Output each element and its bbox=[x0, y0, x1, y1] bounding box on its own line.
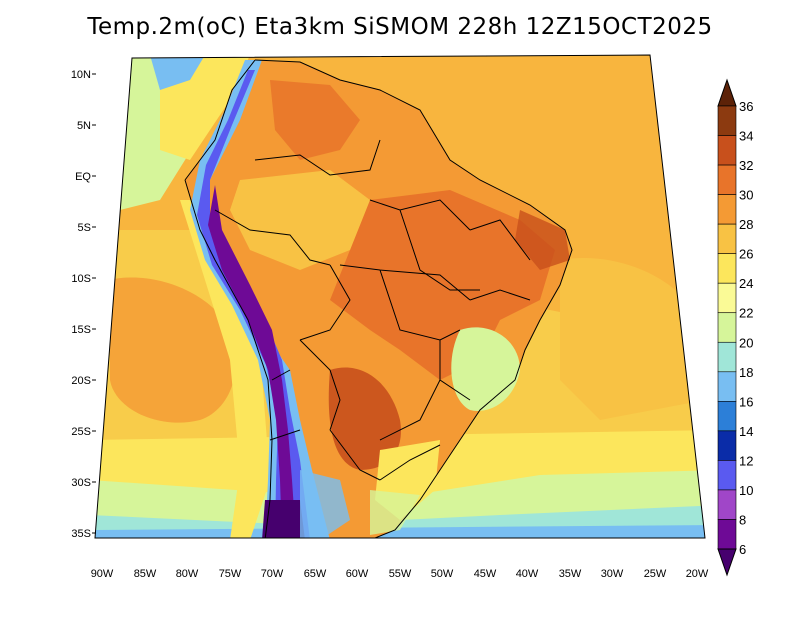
colorbar-label: 26 bbox=[739, 247, 753, 262]
lon-label: 90W bbox=[91, 568, 114, 580]
colorbar-label: 20 bbox=[739, 335, 753, 350]
colorbar-swatch bbox=[717, 105, 737, 136]
colorbar-label: 22 bbox=[739, 306, 753, 321]
colorbar-label: 36 bbox=[739, 99, 753, 114]
lat-label: 25S bbox=[71, 426, 91, 438]
lon-label: 40W bbox=[516, 568, 539, 580]
latitude-axis: 10N 5N EQ 5S 10S 15S 20S 25S 30S 35S bbox=[71, 69, 96, 540]
lat-label: 10N bbox=[71, 69, 91, 81]
lon-label: 65W bbox=[304, 568, 327, 580]
lon-label: 50W bbox=[431, 568, 454, 580]
colorbar-swatch bbox=[717, 489, 737, 520]
colorbar-swatch bbox=[717, 135, 737, 166]
paraguay-hot-zone bbox=[328, 367, 401, 470]
lon-label: 35W bbox=[559, 568, 582, 580]
colorbar-swatch bbox=[717, 194, 737, 225]
map-title: Temp.2m(oC) Eta3km SiSMOM 228h 12Z15OCT2… bbox=[87, 14, 713, 40]
colorbar-swatch bbox=[717, 519, 737, 550]
lat-label: 10S bbox=[71, 273, 91, 285]
colorbar-swatch bbox=[717, 371, 737, 402]
patagonia-deep-cold bbox=[262, 500, 305, 538]
colorbar-label: 28 bbox=[739, 217, 753, 232]
colorbar-swatch bbox=[717, 430, 737, 461]
colorbar-swatch bbox=[717, 223, 737, 254]
lon-label: 45W bbox=[474, 568, 497, 580]
northeast-hot-zone bbox=[515, 210, 570, 270]
colorbar-label: 30 bbox=[739, 188, 753, 203]
colorbar-swatch bbox=[717, 460, 737, 491]
colorbar: 36 34 32 30 28 26 24 22 20 18 16 14 12 10 8 6 bbox=[717, 78, 753, 577]
colorbar-label: 12 bbox=[739, 453, 753, 468]
atlantic-warm-band bbox=[560, 258, 705, 420]
country-borders bbox=[184, 59, 573, 538]
colorbar-bottom-arrow bbox=[717, 548, 737, 577]
lon-label: 75W bbox=[219, 568, 242, 580]
colorbar-swatch bbox=[717, 341, 737, 373]
lon-label: 60W bbox=[346, 568, 369, 580]
uruguay-cool bbox=[370, 490, 420, 535]
lon-label: 85W bbox=[134, 568, 157, 580]
colorbar-swatch bbox=[717, 253, 737, 284]
patagonia-cold-east bbox=[300, 470, 350, 538]
colorbar-label: 14 bbox=[739, 424, 753, 439]
colorbar-swatch bbox=[717, 401, 737, 432]
lat-label: 5S bbox=[78, 222, 91, 234]
colorbar-top-arrow bbox=[717, 78, 737, 107]
lon-label: 70W bbox=[261, 568, 284, 580]
colorbar-swatch bbox=[717, 282, 737, 314]
nw-pacific-cold bbox=[150, 55, 205, 90]
lat-label: 30S bbox=[71, 477, 91, 489]
colorbar-label: 8 bbox=[739, 512, 746, 527]
colorbar-swatch bbox=[717, 164, 737, 195]
pacific-warm-zone bbox=[110, 277, 236, 423]
lat-label: 20S bbox=[71, 375, 91, 387]
lat-label: 15S bbox=[71, 324, 91, 336]
lon-label: 20W bbox=[686, 568, 709, 580]
lat-label: EQ bbox=[75, 171, 91, 183]
north-hot-zone bbox=[270, 80, 360, 160]
lat-label: 35S bbox=[71, 528, 91, 540]
colorbar-label: 18 bbox=[739, 365, 753, 380]
colorbar-swatch bbox=[717, 312, 737, 343]
longitude-axis: 90W 85W 80W 75W 70W 65W 60W 55W 50W 45W … bbox=[91, 568, 709, 580]
temperature-field bbox=[95, 55, 705, 538]
colorbar-label: 34 bbox=[739, 129, 753, 144]
colorbar-label: 24 bbox=[739, 276, 753, 291]
lon-label: 55W bbox=[389, 568, 412, 580]
west-coast-cool bbox=[180, 200, 270, 538]
andes-cool-band bbox=[190, 60, 330, 538]
lon-label: 25W bbox=[644, 568, 667, 580]
colorbar-label: 32 bbox=[739, 158, 753, 173]
map-frame bbox=[94, 54, 706, 539]
colorbar-label: 6 bbox=[739, 542, 746, 557]
lon-label: 30W bbox=[601, 568, 624, 580]
andes-coldest-band bbox=[208, 185, 296, 538]
lat-label: 5N bbox=[77, 120, 91, 132]
colorbar-label: 16 bbox=[739, 394, 753, 409]
lon-label: 80W bbox=[176, 568, 199, 580]
colorbar-label: 10 bbox=[739, 483, 753, 498]
amazon-warm-zone bbox=[230, 170, 370, 270]
